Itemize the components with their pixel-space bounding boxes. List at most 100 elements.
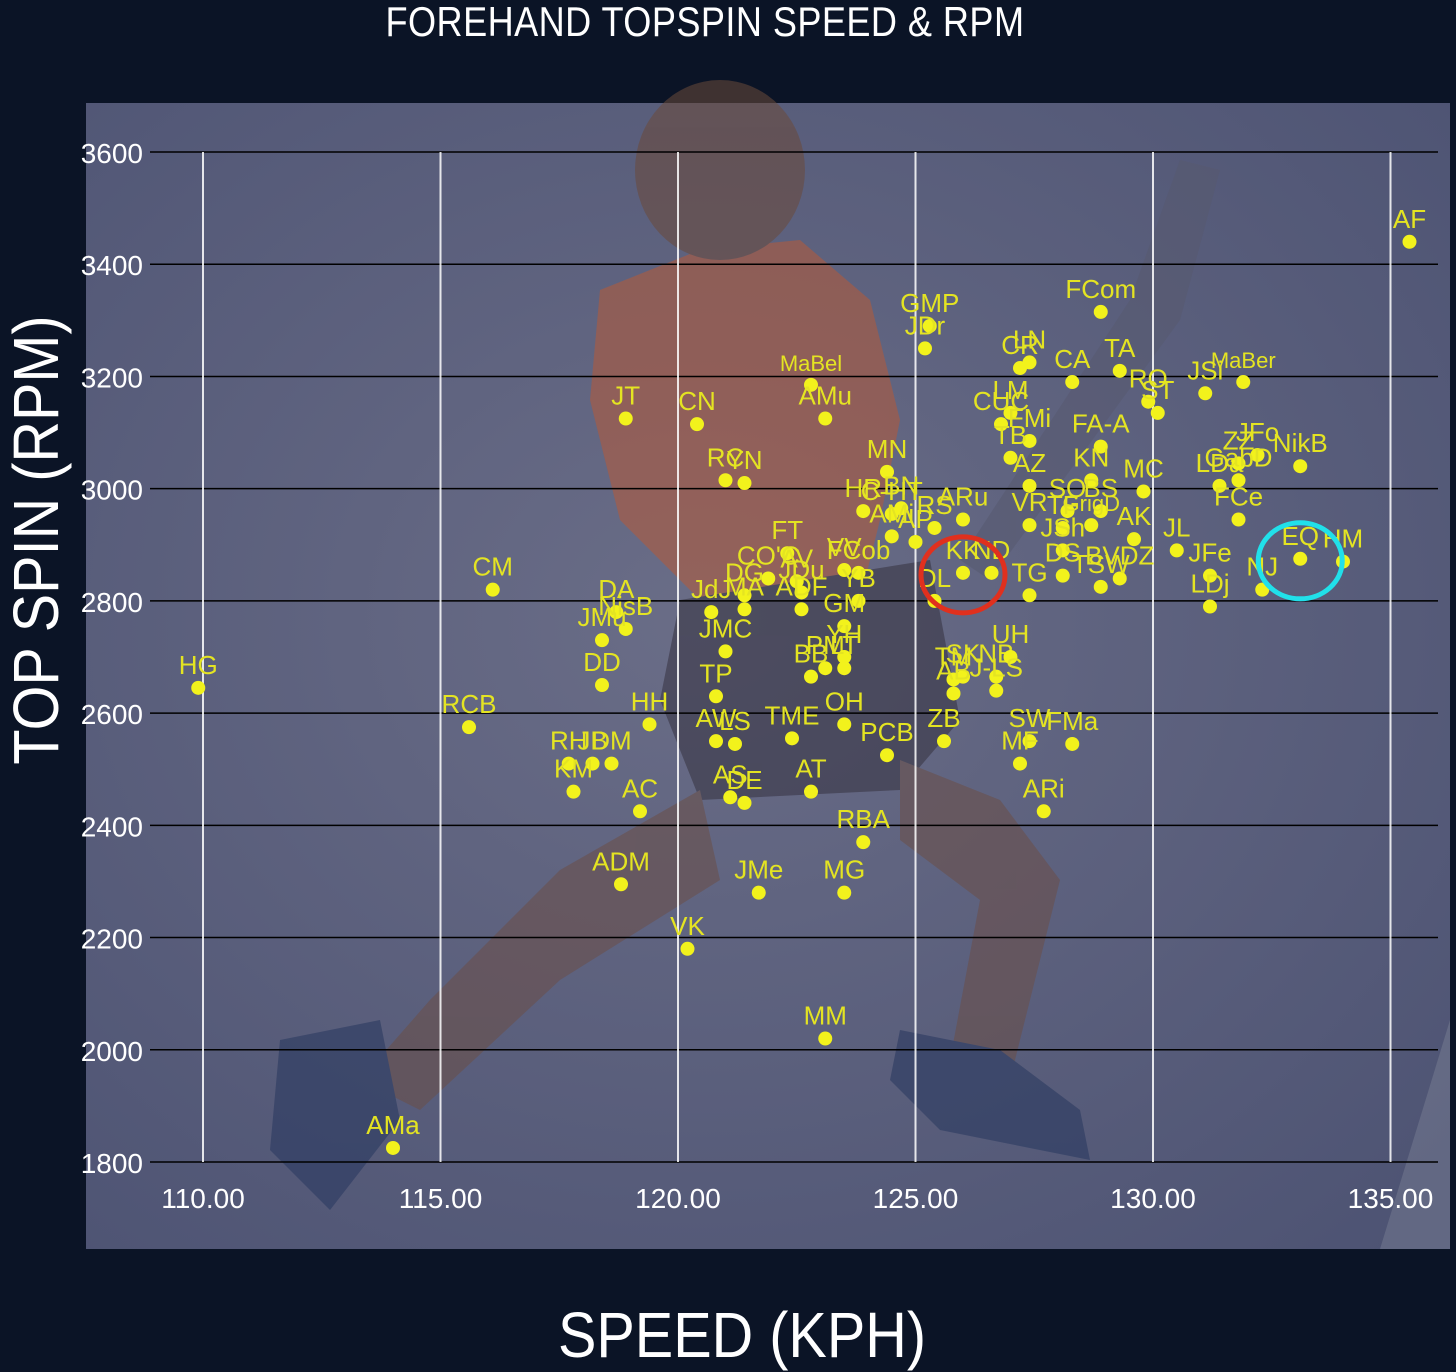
data-point: TSW: [1072, 549, 1130, 594]
data-point: ZB: [927, 703, 961, 749]
point-label: PCB: [860, 717, 913, 747]
point-marker: [1150, 405, 1165, 420]
point-label: ARi: [1023, 773, 1065, 803]
data-point: ARi: [1023, 773, 1065, 819]
point-label: AC: [622, 773, 658, 803]
data-point: AC: [622, 773, 658, 819]
data-point: RO: [1129, 364, 1168, 409]
point-label: CO'C: [737, 540, 800, 570]
point-marker: [1141, 394, 1156, 409]
point-label: DE: [726, 765, 762, 795]
point-label: FT: [771, 515, 803, 545]
data-point: C-HT: [861, 476, 923, 521]
point-marker: [618, 411, 633, 426]
point-marker: [609, 605, 624, 620]
y-tick-label: 2400: [81, 811, 143, 842]
point-marker: [1127, 532, 1141, 547]
data-point: DG: [725, 557, 764, 603]
point-label: RCB: [442, 689, 497, 719]
data-point: VR: [1011, 487, 1048, 533]
point-label: TM: [935, 641, 973, 671]
point-label: JB: [577, 726, 607, 756]
point-label: AF: [1393, 204, 1426, 234]
data-point: PCB: [860, 717, 914, 763]
point-label: HG: [179, 650, 218, 680]
data-point: ADF: [776, 571, 828, 617]
point-marker: [561, 756, 576, 771]
point-label: BB: [794, 639, 829, 669]
point-label: DM: [591, 726, 631, 756]
point-marker: [856, 504, 871, 519]
point-label: MC: [1123, 453, 1163, 483]
point-marker: [989, 683, 1004, 698]
point-marker: [751, 885, 766, 900]
point-marker: [1022, 355, 1037, 370]
point-label: JFe: [1188, 538, 1231, 568]
point-label: TF: [1047, 490, 1079, 520]
point-label: JFo: [1236, 417, 1279, 447]
y-tick-label: 2200: [81, 924, 143, 955]
y-tick-label: 2800: [81, 587, 143, 618]
data-point: DM: [591, 726, 632, 771]
data-point: MM: [804, 1001, 847, 1046]
point-marker: [718, 644, 733, 659]
point-marker: [837, 661, 852, 676]
point-marker: [680, 941, 695, 956]
data-point: AMi: [869, 498, 914, 544]
data-point: LM: [992, 375, 1029, 420]
point-marker: [737, 476, 752, 491]
data-point: SO: [1049, 473, 1086, 519]
point-marker: [1293, 551, 1308, 566]
point-label: DG: [725, 557, 764, 587]
point-label: BVDZ: [1085, 540, 1154, 570]
highlight-cyan-circle: [1255, 520, 1345, 602]
point-label: SK: [946, 639, 981, 669]
point-marker: [595, 678, 609, 693]
point-marker: [1055, 520, 1070, 535]
point-marker: [1022, 518, 1037, 533]
point-marker: [1212, 478, 1227, 493]
point-marker: [1003, 405, 1018, 420]
data-point: AK: [1117, 501, 1152, 547]
point-marker: [718, 473, 733, 488]
data-point: JFo: [1236, 417, 1279, 463]
point-marker: [837, 717, 852, 732]
data-point: MC: [1123, 453, 1164, 499]
point-marker: [709, 689, 723, 704]
point-marker: [918, 341, 932, 356]
point-marker: [989, 669, 1004, 684]
data-point: JSi: [1187, 355, 1223, 401]
data-point: VK: [670, 911, 705, 956]
point-label: JSh: [1040, 512, 1085, 542]
point-label: LN: [1013, 324, 1046, 354]
data-point: ST: [1141, 375, 1174, 420]
data-point: TF: [1047, 490, 1079, 535]
point-label: RS: [916, 490, 952, 520]
point-label: BS: [1083, 473, 1118, 503]
data-point: JDr: [905, 310, 946, 356]
data-point: NikB: [1273, 428, 1328, 474]
data-point: OH: [825, 686, 864, 732]
point-label: VV: [827, 532, 862, 562]
point-marker: [937, 734, 951, 749]
data-point: YN: [726, 445, 763, 491]
point-label: AZ: [1013, 448, 1046, 478]
data-point: YB: [841, 563, 876, 608]
data-point: KM: [554, 754, 593, 799]
point-label: AMi: [869, 498, 914, 528]
point-label: RBA: [837, 804, 891, 834]
point-label: TA: [1104, 333, 1136, 363]
point-label: ARu: [938, 482, 989, 512]
data-point: UH: [992, 619, 1029, 665]
point-marker: [761, 571, 776, 586]
y-tick-label: 3000: [81, 475, 143, 506]
point-marker: [1203, 599, 1217, 614]
point-marker: [566, 784, 581, 799]
point-label: GM: [823, 588, 865, 618]
data-point: FCe: [1214, 482, 1263, 527]
data-point: AMa: [366, 1110, 420, 1155]
data-point: GabD: [1205, 442, 1272, 488]
point-label: RC: [707, 442, 745, 472]
data-point: JdJ: [691, 574, 731, 620]
highlight-red-circle: [918, 534, 1008, 616]
